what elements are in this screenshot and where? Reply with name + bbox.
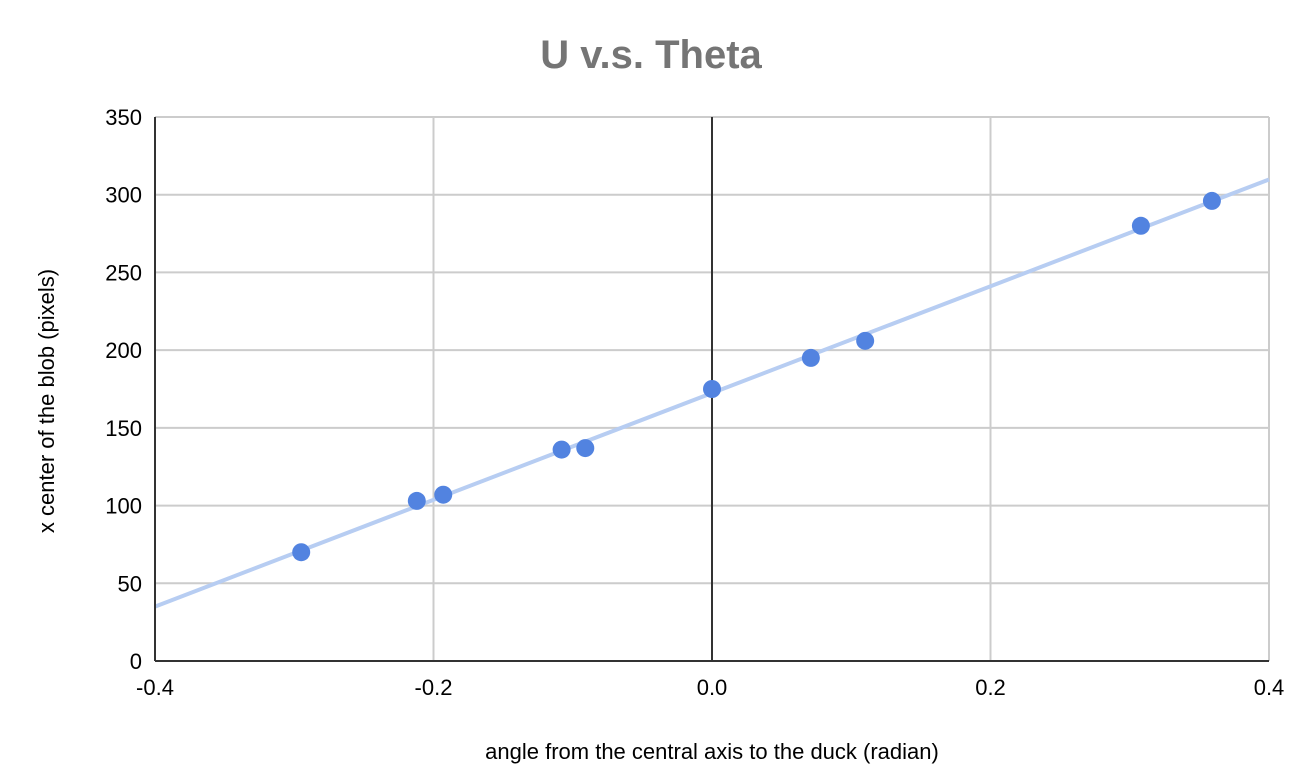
tick-labels: 0 50 100 150 200 250 300 350 -0.4 -0.2 0.0 0.2 0.4 — [105, 105, 1284, 700]
x-tick-label: -0.4 — [136, 675, 174, 700]
x-tick-label: -0.2 — [415, 675, 453, 700]
y-tick-label: 350 — [105, 105, 142, 130]
data-point — [703, 380, 721, 398]
data-point — [576, 439, 595, 458]
y-tick-label: 0 — [130, 649, 142, 674]
y-tick-label: 200 — [105, 338, 142, 363]
data-point — [434, 485, 453, 504]
x-tick-label: 0.0 — [697, 675, 728, 700]
chart-title: U v.s. Theta — [540, 33, 762, 77]
data-point — [407, 491, 426, 510]
y-tick-label: 50 — [118, 571, 142, 596]
x-tick-label: 0.2 — [975, 675, 1006, 700]
y-axis-label: x center of the blob (pixels) — [34, 269, 59, 533]
y-tick-label: 250 — [105, 260, 142, 285]
x-tick-label: 0.4 — [1254, 675, 1285, 700]
data-point — [552, 440, 571, 459]
data-point — [801, 348, 820, 367]
data-point — [856, 331, 875, 350]
data-point — [1202, 191, 1221, 210]
y-tick-label: 100 — [105, 494, 142, 519]
x-axis-label: angle from the central axis to the duck … — [485, 739, 939, 764]
data-point — [1131, 216, 1150, 235]
y-tick-label: 300 — [105, 183, 142, 208]
data-points — [292, 191, 1221, 562]
y-tick-label: 150 — [105, 416, 142, 441]
data-point — [292, 543, 311, 562]
